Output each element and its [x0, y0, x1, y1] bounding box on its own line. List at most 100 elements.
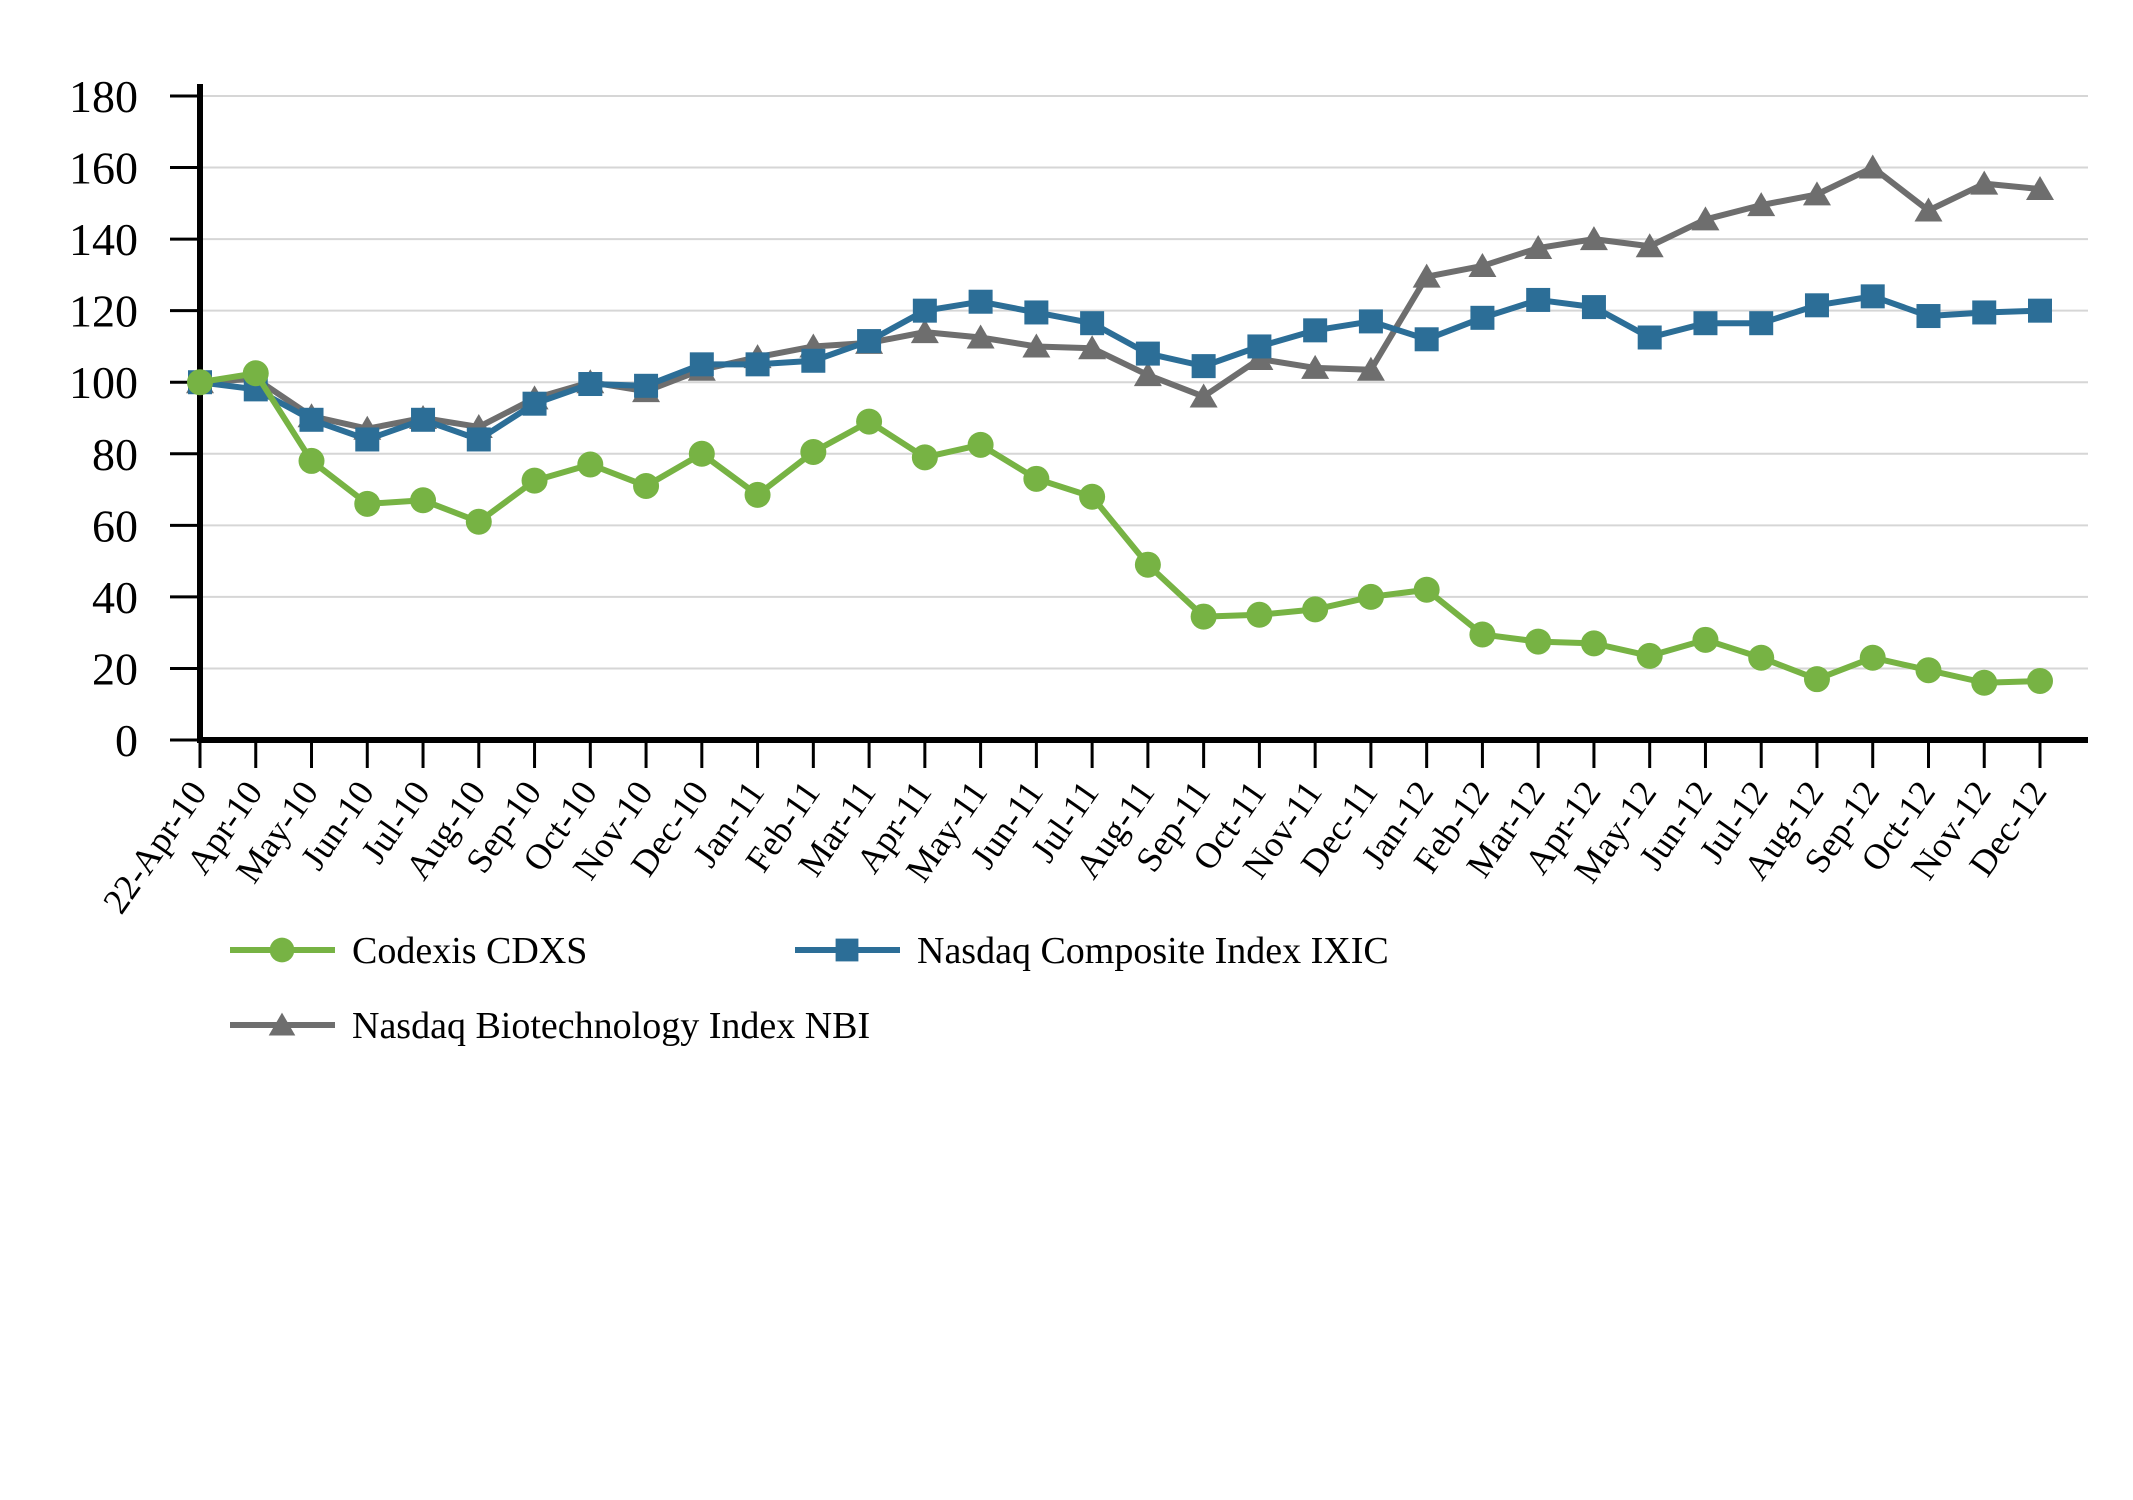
circle-marker: [1246, 601, 1273, 628]
circle-marker: [1079, 483, 1106, 510]
triangle-marker: [1412, 263, 1441, 288]
square-marker: [968, 289, 993, 314]
square-marker: [1972, 300, 1997, 325]
triangle-marker: [1133, 362, 1162, 387]
square-marker: [689, 352, 714, 377]
square-marker: [466, 427, 491, 452]
square-marker: [1693, 311, 1718, 336]
triangle-marker: [1189, 383, 1218, 408]
triangle-marker: [268, 1012, 296, 1036]
circle-marker: [1413, 576, 1440, 603]
square-marker: [1135, 341, 1160, 366]
y-tick-label: 0: [115, 715, 138, 766]
square-marker: [1804, 293, 1829, 318]
triangle-marker: [2026, 176, 2054, 201]
circle-marker: [1469, 621, 1496, 648]
triangle-marker: [910, 319, 939, 344]
square-marker: [912, 298, 937, 323]
y-tick-label: 100: [69, 357, 138, 408]
x-axis-labels: 22-Apr-10Apr-10May-10Jun-10Jul-10Aug-10S…: [95, 774, 2055, 921]
triangle-marker: [1022, 333, 1051, 358]
circle-marker: [1190, 603, 1217, 630]
square-marker: [1247, 334, 1272, 359]
triangle-marker: [1468, 252, 1497, 277]
circle-marker: [688, 440, 715, 467]
x-axis-ticks: [198, 740, 2042, 768]
triangle-marker: [1858, 154, 1887, 179]
circle-marker: [967, 431, 994, 458]
square-marker: [1916, 304, 1941, 329]
circle-marker: [1636, 642, 1663, 669]
y-axis-ticks: [170, 94, 200, 742]
square-marker: [857, 329, 882, 354]
triangle-marker: [1691, 206, 1720, 231]
series-codexis-cdxs: [187, 360, 2053, 696]
triangle-marker: [1579, 226, 1608, 251]
square-marker: [745, 352, 770, 377]
circle-marker: [298, 447, 325, 474]
square-marker: [355, 427, 380, 452]
legend-item-nasdaq-biotechnology-index-nbi: Nasdaq Biotechnology Index NBI: [230, 1005, 870, 1047]
square-marker: [1749, 311, 1774, 336]
series-nasdaq-biotechnology-index-nbi: [186, 154, 2054, 440]
y-tick-label: 80: [92, 429, 138, 480]
circle-marker: [1803, 666, 1830, 693]
y-tick-label: 160: [69, 143, 138, 194]
y-tick-label: 60: [92, 500, 138, 551]
square-marker: [1526, 287, 1551, 312]
circle-marker: [911, 444, 938, 471]
circle-marker: [577, 451, 604, 478]
square-marker: [299, 407, 324, 432]
circle-marker: [187, 369, 213, 396]
circle-marker: [1357, 583, 1384, 610]
triangle-marker: [1802, 181, 1831, 206]
square-marker: [1470, 305, 1495, 330]
circle-marker: [242, 360, 269, 387]
series-line: [197, 370, 2043, 686]
y-tick-label: 40: [92, 572, 138, 623]
y-tick-label: 120: [69, 286, 138, 337]
circle-marker: [633, 472, 660, 499]
circle-marker: [1302, 596, 1329, 623]
square-marker: [801, 348, 826, 373]
circle-marker: [800, 438, 827, 465]
circle-marker: [2027, 667, 2053, 694]
y-tick-label: 20: [92, 643, 138, 694]
legend-label: Nasdaq Biotechnology Index NBI: [352, 1005, 870, 1047]
square-marker: [634, 373, 659, 398]
triangle-marker: [1747, 192, 1776, 217]
square-marker: [1414, 327, 1439, 352]
square-marker: [578, 372, 603, 397]
square-marker: [835, 938, 859, 962]
square-marker: [1080, 311, 1105, 336]
circle-marker: [465, 508, 492, 535]
series-line: [197, 164, 2043, 432]
triangle-marker: [966, 324, 995, 349]
y-tick-label: 180: [69, 71, 138, 122]
square-marker: [1191, 354, 1216, 379]
circle-marker: [1134, 551, 1161, 578]
circle-marker: [856, 408, 883, 435]
circle-marker: [410, 487, 437, 514]
circle-marker: [521, 467, 548, 494]
circle-marker: [744, 481, 771, 508]
circle-marker: [1915, 657, 1942, 684]
circle-marker: [1692, 626, 1719, 653]
triangle-marker: [1970, 170, 1999, 195]
circle-marker: [1023, 465, 1050, 492]
triangle-marker: [1078, 335, 1107, 360]
circle-marker: [269, 937, 295, 963]
square-marker: [1303, 318, 1328, 343]
triangle-marker: [1914, 197, 1943, 222]
circle-marker: [1859, 644, 1886, 671]
circle-marker: [354, 490, 381, 517]
y-tick-label: 140: [69, 214, 138, 265]
legend-item-nasdaq-composite-index-ixic: Nasdaq Composite Index IXIC: [795, 930, 1389, 972]
square-marker: [522, 391, 547, 416]
triangle-marker: [1524, 235, 1553, 260]
square-marker: [2028, 298, 2052, 323]
triangle-marker: [1301, 354, 1330, 379]
legend-label: Nasdaq Composite Index IXIC: [917, 930, 1389, 972]
legend-label: Codexis CDXS: [352, 930, 587, 972]
